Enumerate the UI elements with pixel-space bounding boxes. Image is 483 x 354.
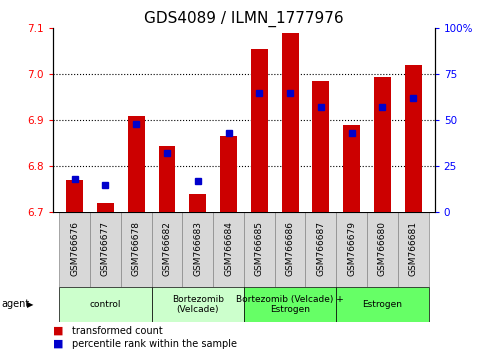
- Bar: [97, 203, 114, 212]
- Bar: [244, 212, 275, 287]
- Bar: [128, 116, 145, 212]
- Bar: [336, 287, 428, 322]
- Text: GSM766676: GSM766676: [70, 221, 79, 276]
- Text: percentile rank within the sample: percentile rank within the sample: [72, 339, 238, 349]
- Text: GSM766679: GSM766679: [347, 221, 356, 276]
- Bar: [220, 136, 237, 212]
- Bar: [152, 212, 183, 287]
- Bar: [59, 287, 152, 322]
- Bar: [374, 76, 391, 212]
- Text: GSM766680: GSM766680: [378, 221, 387, 276]
- Bar: [244, 287, 336, 322]
- Text: ■: ■: [53, 326, 64, 336]
- Bar: [121, 212, 152, 287]
- Bar: [90, 212, 121, 287]
- Bar: [405, 65, 422, 212]
- Bar: [251, 49, 268, 212]
- Bar: [183, 212, 213, 287]
- Text: GSM766681: GSM766681: [409, 221, 418, 276]
- Bar: [59, 212, 90, 287]
- Text: GSM766683: GSM766683: [193, 221, 202, 276]
- Text: GSM766684: GSM766684: [224, 221, 233, 276]
- Text: ▶: ▶: [27, 300, 33, 309]
- Text: GSM766687: GSM766687: [316, 221, 326, 276]
- Text: GSM766682: GSM766682: [162, 221, 171, 276]
- Bar: [282, 33, 298, 212]
- Bar: [66, 180, 83, 212]
- Title: GDS4089 / ILMN_1777976: GDS4089 / ILMN_1777976: [144, 11, 344, 27]
- Bar: [213, 212, 244, 287]
- Text: GSM766677: GSM766677: [101, 221, 110, 276]
- Bar: [343, 125, 360, 212]
- Text: Bortezomib
(Velcade): Bortezomib (Velcade): [172, 295, 224, 314]
- Text: GSM766678: GSM766678: [132, 221, 141, 276]
- Bar: [367, 212, 398, 287]
- Text: agent: agent: [1, 299, 29, 309]
- Text: transformed count: transformed count: [72, 326, 163, 336]
- Bar: [313, 81, 329, 212]
- Text: GSM766685: GSM766685: [255, 221, 264, 276]
- Text: control: control: [90, 300, 121, 309]
- Bar: [305, 212, 336, 287]
- Bar: [189, 194, 206, 212]
- Text: ■: ■: [53, 339, 64, 349]
- Text: GSM766686: GSM766686: [285, 221, 295, 276]
- Bar: [275, 212, 305, 287]
- Text: Bortezomib (Velcade) +
Estrogen: Bortezomib (Velcade) + Estrogen: [236, 295, 344, 314]
- Bar: [158, 146, 175, 212]
- Bar: [398, 212, 428, 287]
- Bar: [336, 212, 367, 287]
- Text: Estrogen: Estrogen: [362, 300, 402, 309]
- Bar: [152, 287, 244, 322]
